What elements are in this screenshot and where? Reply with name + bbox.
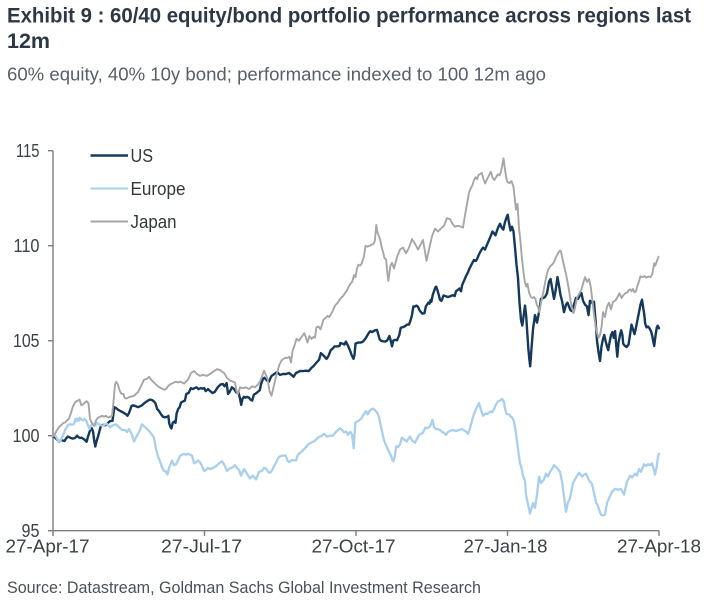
svg-text:110: 110: [14, 236, 40, 256]
svg-text:115: 115: [16, 141, 40, 161]
svg-text:100: 100: [13, 426, 40, 446]
svg-text:27-Apr-17: 27-Apr-17: [6, 537, 90, 557]
svg-text:12m: 12m: [7, 29, 50, 53]
svg-text:US: US: [131, 146, 154, 166]
svg-text:27-Oct-17: 27-Oct-17: [312, 537, 396, 557]
svg-text:60% equity, 40% 10y bond; perf: 60% equity, 40% 10y bond; performance in…: [7, 65, 546, 85]
svg-text:27-Apr-18: 27-Apr-18: [617, 537, 701, 557]
svg-text:Japan: Japan: [131, 212, 177, 232]
svg-text:105: 105: [13, 331, 40, 351]
svg-text:Exhibit 9 : 60/40 equity/bond: Exhibit 9 : 60/40 equity/bond portfolio …: [7, 4, 691, 28]
svg-text:27-Jul-17: 27-Jul-17: [161, 537, 242, 557]
svg-text:Source: Datastream, Goldman Sa: Source: Datastream, Goldman Sachs Global…: [7, 578, 481, 597]
svg-text:27-Jan-18: 27-Jan-18: [464, 537, 548, 557]
svg-text:95: 95: [22, 521, 40, 541]
svg-text:Europe: Europe: [131, 179, 186, 199]
